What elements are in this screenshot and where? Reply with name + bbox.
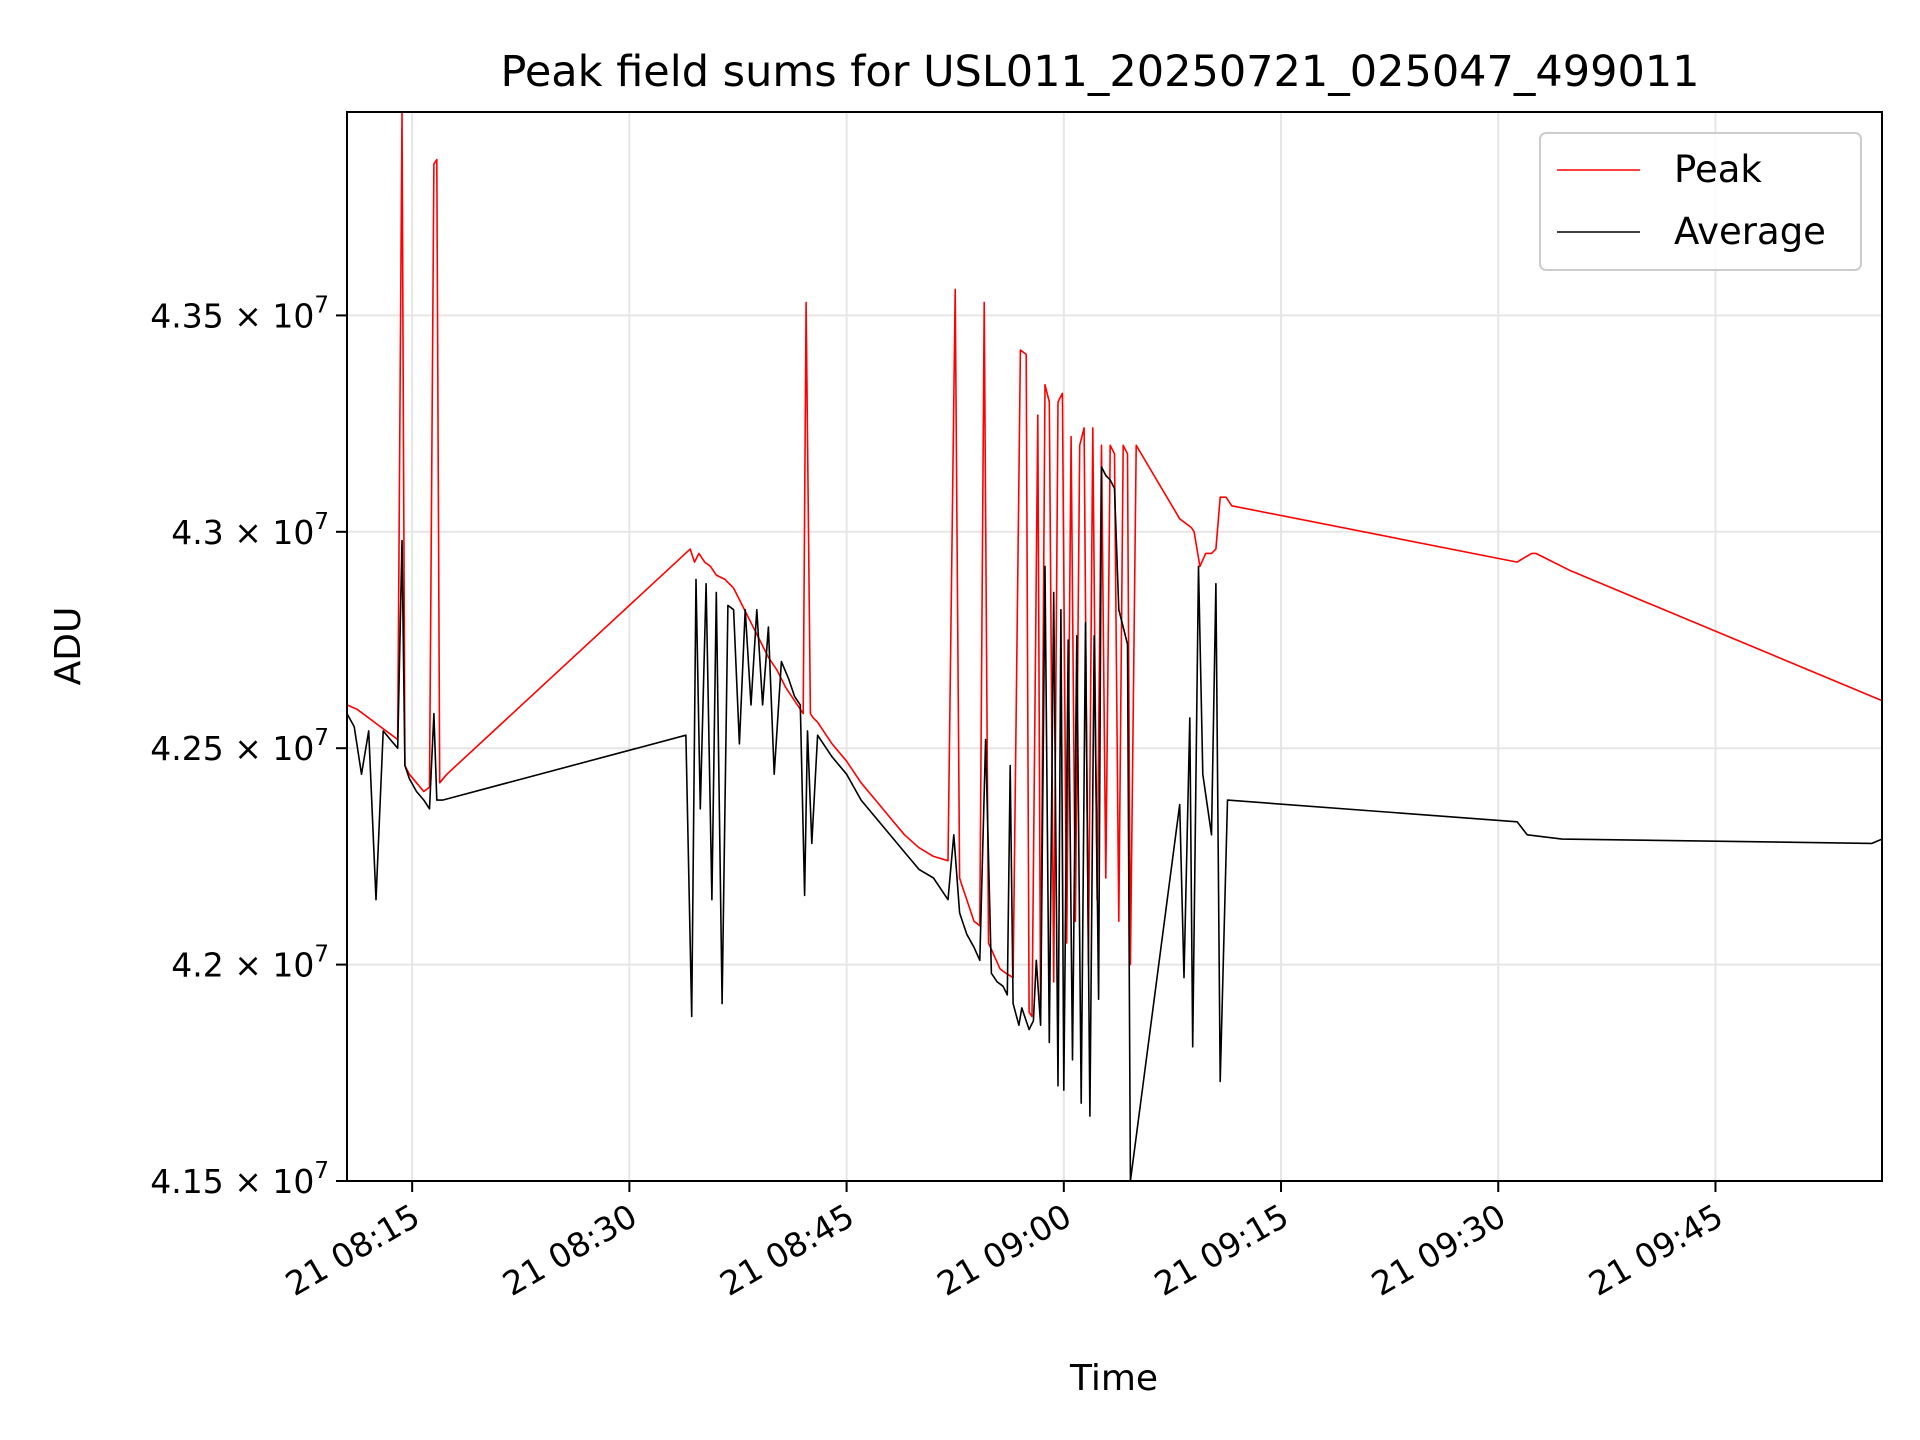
- y-tick-label-4: 4.35 × 107: [150, 292, 329, 335]
- y-tick-label-1: 4.2 × 107: [171, 942, 329, 985]
- y-tick-label-2: 4.25 × 107: [150, 725, 329, 768]
- legend: Peak Average: [1539, 132, 1862, 271]
- chart-title: Peak field sums for USL011_20250721_0250…: [500, 47, 1699, 97]
- series-line-average: [346, 466, 1883, 1182]
- y-tick-label-3: 4.3 × 107: [171, 509, 329, 552]
- legend-label-peak: Peak: [1674, 148, 1762, 191]
- plot-area: [346, 111, 1883, 1182]
- series-line-peak: [346, 111, 1883, 1018]
- legend-box: [1539, 132, 1862, 271]
- y-axis-title: ADU: [48, 607, 89, 686]
- x-axis-title: Time: [1069, 1358, 1158, 1399]
- y-tick-label-0: 4.15 × 107: [150, 1158, 329, 1201]
- legend-label-average: Average: [1674, 210, 1826, 253]
- y-axis: 4.15 × 107 4.2 × 107 4.25 × 107 4.3 × 107 4.…: [150, 292, 347, 1201]
- plot-frame: [346, 111, 1883, 1182]
